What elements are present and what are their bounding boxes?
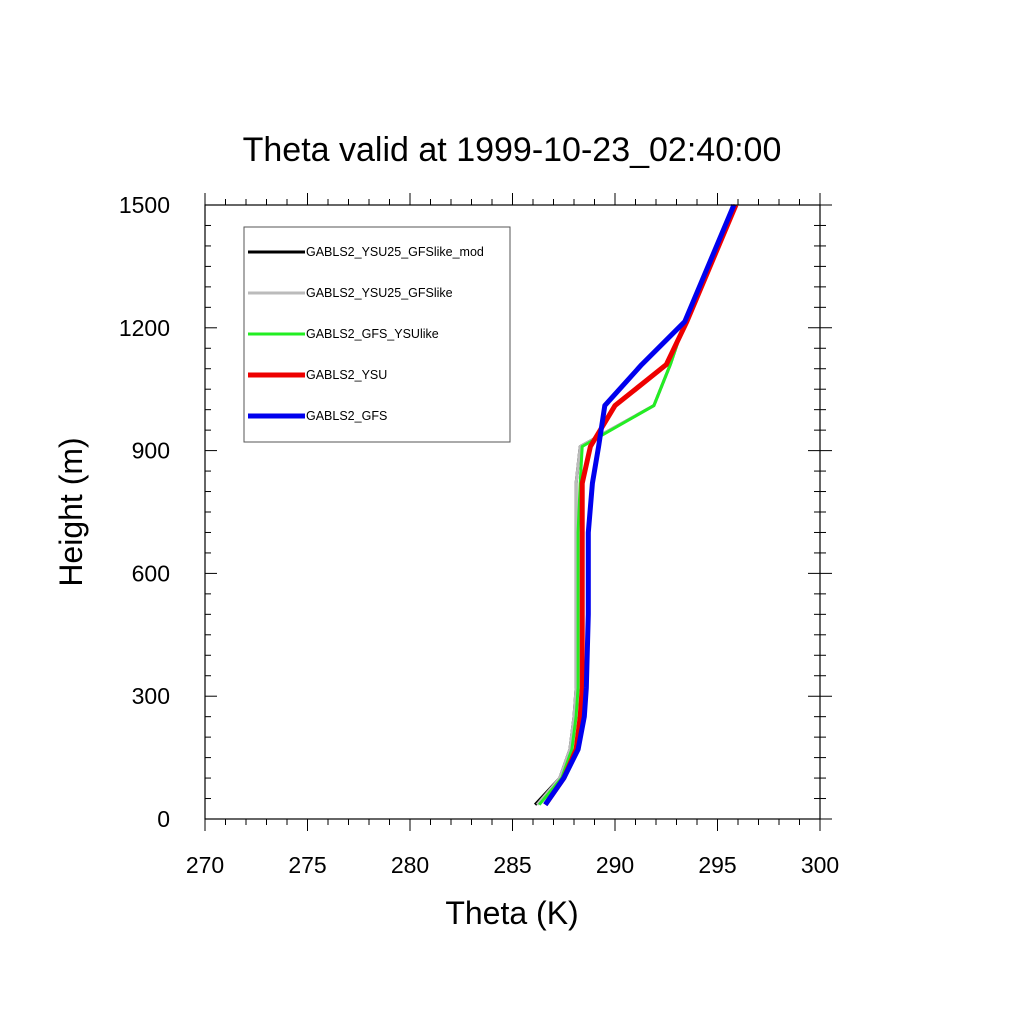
legend-label-1: GABLS2_YSU25_GFSlike (306, 286, 453, 300)
x-tick-label: 285 (493, 852, 531, 878)
y-tick-label: 1500 (119, 192, 170, 218)
legend-label-0: GABLS2_YSU25_GFSlike_mod (306, 245, 484, 259)
x-axis-title: Theta (K) (445, 895, 578, 931)
legend: GABLS2_YSU25_GFSlike_mod GABLS2_YSU25_GFS… (243, 226, 511, 443)
legend-label-4: GABLS2_GFS (306, 409, 387, 423)
y-axis-title: Height (m) (53, 437, 89, 586)
y-tick-label: 300 (132, 683, 170, 709)
x-tick-label: 270 (186, 852, 224, 878)
x-tick-label: 295 (698, 852, 736, 878)
x-tick-labels: 270 275 280 285 290 295 300 (186, 852, 839, 878)
x-tick-label: 300 (801, 852, 839, 878)
y-tick-labels: 0 300 600 900 1200 1500 (119, 192, 170, 832)
y-tick-label: 0 (157, 806, 170, 832)
legend-label-3: GABLS2_YSU (306, 368, 387, 382)
y-tick-label: 900 (132, 438, 170, 464)
x-tick-label: 290 (596, 852, 634, 878)
plot-lines (533, 204, 739, 807)
series-line-2 (538, 204, 738, 806)
series-line-4 (543, 204, 737, 807)
x-tick-label: 275 (288, 852, 326, 878)
y-tick-label: 600 (132, 560, 170, 586)
chart-title: Theta valid at 1999-10-23_02:40:00 (243, 131, 782, 169)
y-tick-label: 1200 (119, 315, 170, 341)
axis-ticks (204, 193, 832, 831)
legend-label-2: GABLS2_GFS_YSUlike (306, 327, 439, 341)
x-tick-label: 280 (391, 852, 429, 878)
